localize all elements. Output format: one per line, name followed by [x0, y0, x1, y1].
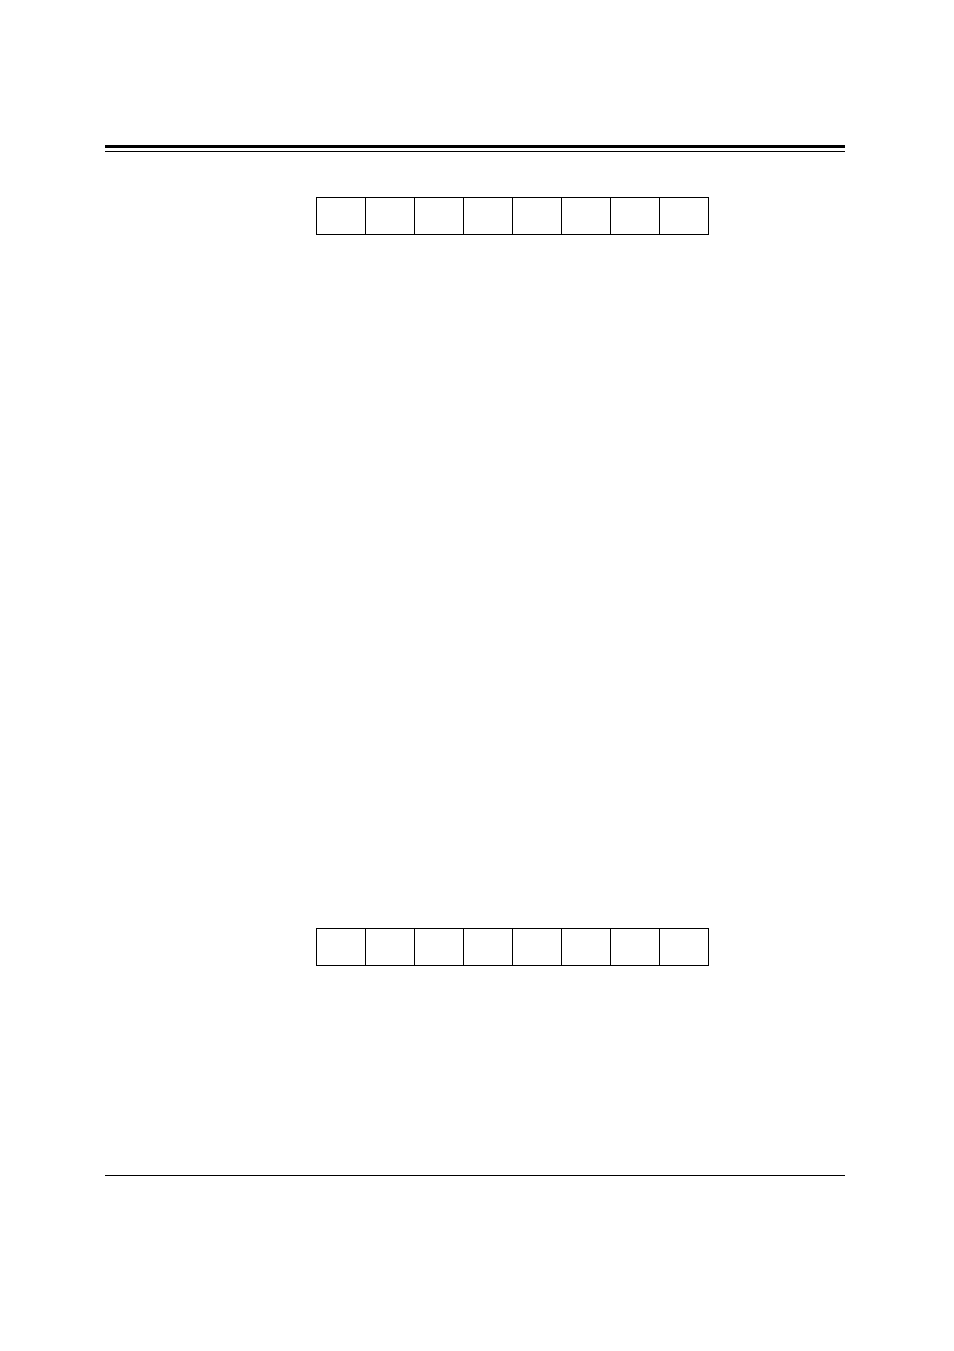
- register-bit-cell: [365, 928, 415, 966]
- register-bit-cell: [463, 197, 513, 235]
- header-rule-thin: [105, 151, 845, 152]
- register-bit-cell: [659, 928, 709, 966]
- register-bit-row: [316, 197, 709, 235]
- register-bit-cell: [414, 197, 464, 235]
- register-bit-cell: [561, 928, 611, 966]
- register-bit-cell: [512, 928, 562, 966]
- register-bit-cell: [316, 197, 366, 235]
- page-content: [105, 0, 845, 1351]
- register-bit-cell: [316, 928, 366, 966]
- header-rule-thick: [105, 145, 845, 148]
- register-bit-cell: [365, 197, 415, 235]
- register-bit-row: [316, 928, 709, 966]
- register-bit-cell: [463, 928, 513, 966]
- register-bit-cell: [659, 197, 709, 235]
- register-bit-cell: [610, 928, 660, 966]
- register-bit-cell: [512, 197, 562, 235]
- register-bit-cell: [414, 928, 464, 966]
- footer-rule: [105, 1175, 845, 1176]
- register-bit-cell: [561, 197, 611, 235]
- header-rule: [105, 145, 845, 152]
- register-bit-cell: [610, 197, 660, 235]
